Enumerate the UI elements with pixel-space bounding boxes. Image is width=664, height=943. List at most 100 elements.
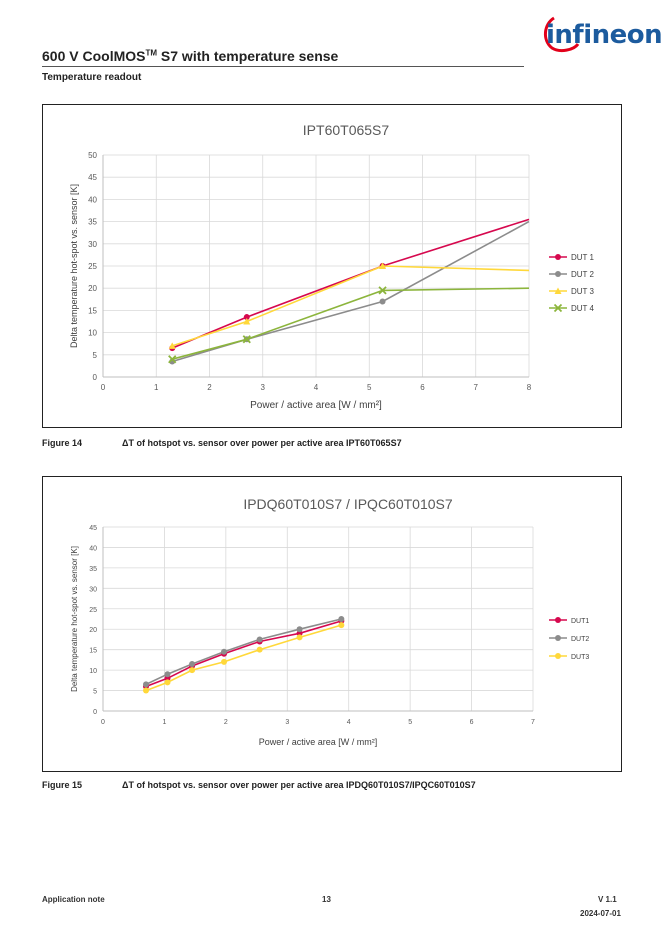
marker-stroke bbox=[168, 355, 177, 364]
data-point bbox=[338, 616, 345, 622]
data-point bbox=[221, 658, 228, 665]
marker-stroke bbox=[553, 303, 563, 313]
y-tick-label: 40 bbox=[89, 545, 97, 552]
data-point bbox=[296, 634, 303, 641]
x-tick-label: 5 bbox=[367, 383, 372, 392]
legend-marker bbox=[555, 254, 561, 260]
x-tick-label: 8 bbox=[527, 383, 532, 392]
x-tick-label: 4 bbox=[347, 719, 351, 726]
x-axis-label: Power / active area [W / mm²] bbox=[250, 400, 382, 411]
legend-marker bbox=[555, 271, 561, 277]
series-line-dut-4 bbox=[171, 287, 530, 360]
data-point bbox=[143, 687, 149, 694]
x-tick-label: 7 bbox=[531, 719, 535, 726]
infineon-logo: infineon bbox=[534, 8, 663, 54]
data-point bbox=[168, 342, 176, 349]
data-point bbox=[164, 671, 171, 678]
y-axis-label: Delta temperature hot-spot vs. sensor [K… bbox=[70, 546, 79, 692]
y-tick-label: 15 bbox=[88, 306, 97, 315]
x-tick-label: 1 bbox=[162, 719, 166, 726]
data-point bbox=[242, 335, 251, 344]
y-tick-label: 20 bbox=[89, 627, 97, 634]
y-tick-label: 45 bbox=[89, 525, 97, 532]
y-tick-label: 30 bbox=[88, 240, 97, 249]
document-title: 600 V CoolMOSTM S7 with temperature sens… bbox=[42, 48, 339, 64]
series-line-dut-3 bbox=[171, 265, 530, 347]
marker-stroke bbox=[378, 286, 387, 295]
x-tick-label: 5 bbox=[408, 719, 412, 726]
x-axis-label: Power / active area [W / mm²] bbox=[259, 737, 378, 747]
legend-label: DUT2 bbox=[571, 636, 589, 643]
data-point bbox=[189, 660, 196, 667]
title-divider bbox=[42, 66, 524, 67]
y-tick-label: 35 bbox=[88, 218, 97, 227]
legend-marker bbox=[554, 287, 562, 294]
y-tick-label: 50 bbox=[88, 151, 97, 160]
y-tick-label: 10 bbox=[88, 329, 97, 338]
y-axis-label: Delta temperature hot-spot vs. sensor [K… bbox=[69, 184, 79, 348]
legend-label: DUT1 bbox=[571, 618, 589, 625]
x-tick-label: 2 bbox=[224, 719, 228, 726]
data-point bbox=[221, 648, 228, 655]
y-tick-label: 5 bbox=[93, 351, 98, 360]
x-tick-label: 4 bbox=[314, 383, 319, 392]
x-tick-label: 6 bbox=[470, 719, 474, 726]
figure-15-frame: 0 5 10 15 20 25 30 35 40 45 0 1 2 3 4 5 6 7 IPDQ60T010S7 /… bbox=[42, 476, 622, 772]
data-point bbox=[378, 286, 387, 295]
x-tick-label: 0 bbox=[101, 383, 106, 392]
data-point bbox=[168, 355, 177, 364]
figure-14-caption: Figure 14 ΔT of hotspot vs. sensor over p… bbox=[42, 438, 402, 448]
data-point bbox=[189, 667, 196, 674]
y-tick-label: 35 bbox=[89, 566, 97, 573]
y-tick-label: 0 bbox=[93, 709, 97, 716]
legend-marker bbox=[555, 617, 561, 623]
legend-label: DUT 4 bbox=[571, 304, 595, 313]
logo-arc-icon bbox=[544, 16, 580, 53]
y-tick-label: 25 bbox=[88, 262, 97, 271]
series-line-dut3 bbox=[145, 624, 342, 692]
series-line-dut1 bbox=[145, 620, 342, 688]
y-tick-label: 10 bbox=[89, 668, 97, 675]
data-point bbox=[379, 262, 387, 269]
data-point bbox=[379, 298, 386, 305]
series-line-dut-1 bbox=[171, 218, 530, 349]
y-tick-label: 0 bbox=[93, 373, 98, 382]
legend-label: DUT3 bbox=[571, 654, 589, 661]
footer-doc-type: Application note bbox=[42, 895, 105, 904]
y-tick-label: 25 bbox=[89, 607, 97, 614]
data-point bbox=[243, 314, 250, 321]
y-tick-label: 45 bbox=[88, 173, 97, 182]
footer-page-number: 13 bbox=[322, 895, 331, 904]
y-tick-label: 30 bbox=[89, 586, 97, 593]
footer-date: 2024-07-01 bbox=[580, 909, 621, 918]
legend-marker bbox=[555, 635, 561, 641]
chart-title: IPDQ60T010S7 / IPQC60T010S7 bbox=[243, 496, 453, 512]
y-tick-label: 15 bbox=[89, 648, 97, 655]
y-tick-label: 40 bbox=[88, 195, 97, 204]
x-tick-label: 7 bbox=[474, 383, 479, 392]
figure-14-frame: 0 5 10 15 20 25 30 35 40 45 50 0 1 2 3 4 5 6 7 8 IPT60T065S7… bbox=[42, 104, 622, 428]
legend-marker bbox=[553, 303, 563, 313]
legend-label: DUT 3 bbox=[571, 287, 595, 296]
legend-label: DUT 2 bbox=[571, 270, 595, 279]
y-tick-label: 20 bbox=[88, 284, 97, 293]
x-tick-label: 3 bbox=[285, 719, 289, 726]
data-point bbox=[338, 622, 345, 629]
x-tick-label: 2 bbox=[207, 383, 212, 392]
data-point bbox=[143, 681, 149, 688]
legend-marker bbox=[555, 653, 561, 659]
section-heading: Temperature readout bbox=[42, 72, 142, 83]
data-point bbox=[164, 679, 171, 686]
y-tick-label: 5 bbox=[93, 689, 97, 696]
x-tick-label: 0 bbox=[101, 719, 105, 726]
legend-label: DUT 1 bbox=[571, 253, 595, 262]
data-point bbox=[296, 626, 303, 633]
x-tick-label: 6 bbox=[420, 383, 425, 392]
data-point bbox=[256, 646, 263, 653]
series-line-dut-2 bbox=[171, 220, 530, 363]
data-point bbox=[256, 636, 263, 643]
data-point bbox=[243, 318, 251, 325]
marker-stroke bbox=[242, 335, 251, 344]
